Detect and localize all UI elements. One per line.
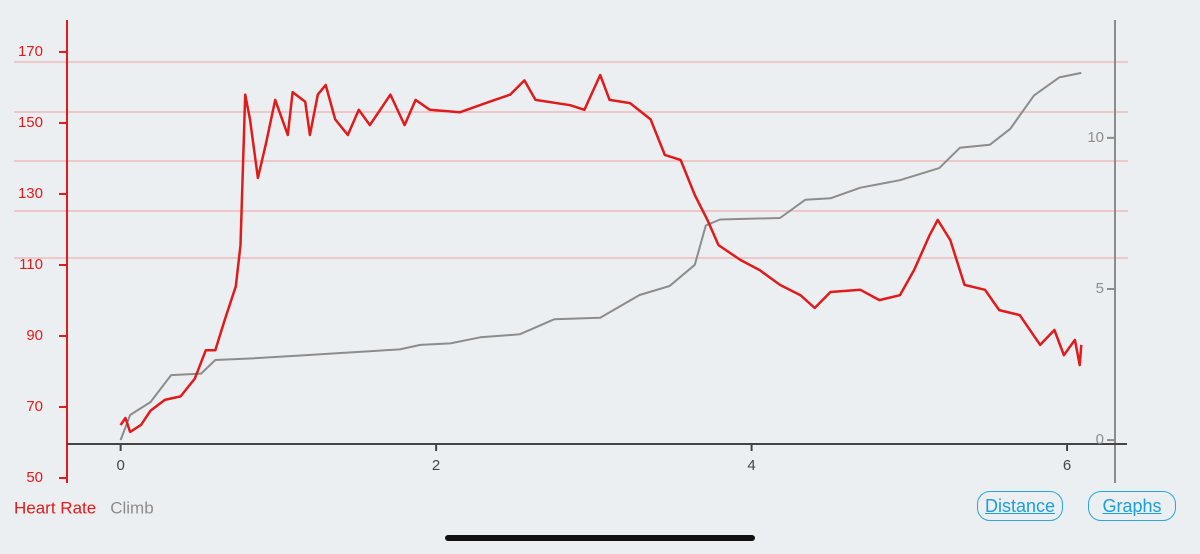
y2-tick-label: 5 (1096, 280, 1104, 297)
x-tick-label: 0 (116, 457, 124, 474)
y-tick-label: 50 (26, 469, 43, 486)
legend-label: Heart Rate (14, 498, 96, 517)
distance-button[interactable]: Distance (977, 491, 1063, 521)
y-tick-label: 150 (18, 114, 43, 131)
graphs-button[interactable]: Graphs (1088, 491, 1176, 521)
legend-label: Climb (110, 498, 153, 517)
y-tick-label: 70 (26, 398, 43, 415)
y2-tick-label: 0 (1096, 431, 1104, 448)
y-tick-label: 110 (19, 256, 43, 273)
series-line (119, 73, 1083, 434)
y-tick-label: 130 (18, 185, 43, 202)
y-tick-label: 90 (26, 327, 43, 344)
home-indicator (445, 535, 755, 541)
y-tick-label: 170 (18, 43, 43, 60)
y2-tick-label: 10 (1087, 129, 1104, 146)
background-grid (14, 61, 1128, 259)
x-tick-label: 2 (432, 457, 440, 474)
x-tick-label: 6 (1063, 457, 1071, 474)
x-tick-label: 4 (747, 457, 755, 474)
series-line (119, 71, 1082, 441)
